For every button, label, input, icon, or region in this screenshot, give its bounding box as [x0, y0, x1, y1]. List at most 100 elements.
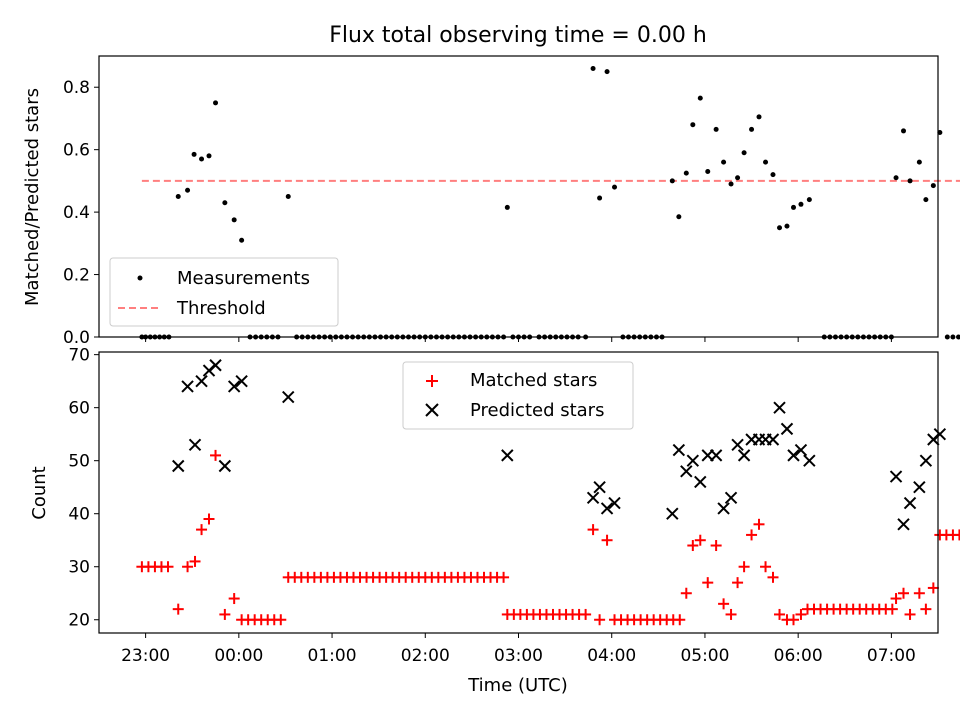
measurement-point [206, 153, 212, 159]
matched-star-point [694, 534, 706, 546]
predicted-star-point [593, 480, 606, 494]
measurement-point [763, 159, 769, 165]
y-tick-label: 0.6 [63, 141, 90, 161]
x-tick-label: 02:00 [401, 646, 450, 666]
matched-star-point [680, 587, 692, 599]
measurement-point [956, 334, 960, 340]
top-legend-box [109, 257, 339, 327]
matched-star-point [674, 614, 686, 626]
chart-title: Flux total observing time = 0.00 h [329, 23, 707, 48]
predicted-star-stroke [803, 454, 816, 467]
predicted-star-point [737, 449, 751, 462]
measurement-point [923, 197, 929, 203]
predicted-star-stroke [680, 465, 693, 478]
y-tick-label: 70 [68, 346, 90, 366]
matched-star-point [228, 593, 240, 605]
predicted-star-point [709, 449, 723, 462]
measurement-point [741, 150, 747, 156]
matched-star-point [203, 513, 215, 525]
predicted-star-stroke [501, 449, 514, 462]
predicted-star-stroke [666, 507, 679, 520]
predicted-star-point [181, 380, 194, 393]
matched-star-point [913, 587, 925, 599]
predicted-star-stroke [172, 459, 185, 473]
predicted-star-point [803, 454, 816, 467]
predicted-star-point [903, 496, 917, 510]
predicted-star-point [680, 465, 693, 478]
predicted-star-stroke [227, 380, 241, 393]
predicted-star-stroke [903, 496, 917, 510]
bottom-plot-frame [98, 351, 939, 634]
matched-star-point [687, 540, 699, 552]
matched-star-point [587, 524, 599, 536]
legend-matched-label: Matched stars [470, 370, 597, 391]
measurement-point [676, 214, 682, 220]
matched-star-point [788, 614, 800, 626]
predicted-star-point [209, 359, 222, 372]
bottom-series [136, 359, 960, 626]
predicted-star-stroke [737, 449, 751, 462]
matched-star-point [580, 608, 592, 620]
predicted-star-point [933, 427, 947, 441]
x-tick-label: 00:00 [214, 646, 263, 666]
predicted-star-stroke [181, 380, 194, 393]
predicted-star-point [919, 454, 933, 467]
predicted-star-point [608, 496, 621, 510]
y-tick-label: 30 [68, 558, 90, 578]
measurement-point [749, 126, 755, 132]
matched-star-point [898, 587, 910, 599]
matched-star-point [738, 561, 750, 573]
matched-star-point [196, 524, 208, 536]
measurement-point [735, 175, 741, 181]
matched-star-point [927, 582, 939, 594]
top-legend: Measurements Threshold [109, 257, 339, 327]
predicted-star-stroke [897, 518, 910, 531]
measurement-point [697, 95, 703, 101]
measurement-point [950, 334, 956, 340]
measurement-point [907, 178, 913, 184]
predicted-star-stroke [724, 491, 738, 505]
measurement-point [713, 126, 719, 132]
matched-star-point [710, 540, 722, 552]
measurement-point [669, 178, 675, 184]
measurement-point [199, 156, 205, 162]
matched-star-point [732, 577, 744, 589]
predicted-star-stroke [913, 480, 926, 494]
measurement-point [791, 204, 797, 210]
measurement-point [504, 204, 510, 210]
predicted-star-point [188, 438, 202, 451]
y-tick-label: 40 [68, 505, 90, 525]
measurement-point [756, 114, 762, 120]
x-tick-label: 06:00 [774, 646, 823, 666]
top-plot-frame [98, 55, 939, 338]
matched-star-point [601, 534, 613, 546]
predicted-star-stroke [919, 454, 933, 467]
predicted-star-point [172, 459, 185, 473]
y-tick-label: 0.2 [63, 266, 90, 286]
matched-star-point [774, 608, 786, 620]
predicted-star-stroke [608, 496, 621, 510]
predicted-star-point [897, 518, 910, 531]
predicted-star-point [889, 470, 903, 483]
legend-threshold-label: Threshold [176, 298, 266, 319]
predicted-star-stroke [672, 443, 686, 457]
legend-predicted-label: Predicted stars [470, 400, 604, 421]
measurement-point [185, 187, 191, 193]
predicted-star-point [787, 449, 800, 462]
measurement-point [728, 181, 734, 187]
matched-star-point [718, 598, 730, 610]
matched-star-point [189, 555, 201, 567]
predicted-star-stroke [209, 359, 222, 372]
predicted-star-stroke [195, 374, 208, 388]
y-tick-label: 60 [68, 399, 90, 419]
matched-star-point [760, 561, 772, 573]
x-tick-label: 07:00 [867, 646, 916, 666]
top-ticks: 0.0 0.2 0.4 0.6 0.8 [63, 78, 892, 348]
matched-star-point [275, 614, 287, 626]
bottom-ticks: 20 30 40 50 60 70 23:00 00:00 01:00 02:00 03:00 04:… [68, 346, 916, 666]
predicted-star-stroke [593, 480, 606, 494]
predicted-star-stroke [717, 502, 730, 515]
legend-measurements-marker [137, 275, 143, 281]
y-tick-label: 0.0 [63, 328, 90, 348]
bottom-legend-box [402, 361, 634, 430]
